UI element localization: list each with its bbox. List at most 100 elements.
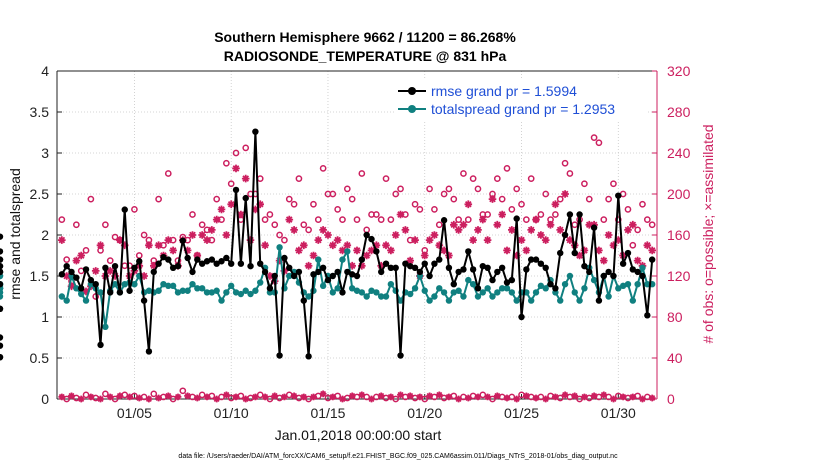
rmse-point — [160, 253, 167, 261]
rmse-point — [571, 249, 578, 257]
obs-assimilated-marker — [464, 200, 473, 209]
rmse-point — [0, 353, 4, 361]
obs-assimilated-marker — [508, 226, 516, 234]
rmse-point — [131, 264, 138, 271]
chart-title: Southern Hemisphere 9662 / 11200 = 86.26… — [214, 29, 516, 45]
rmse-point — [68, 268, 75, 276]
totalspread-point — [537, 282, 545, 290]
y2-tick-label: 280 — [667, 104, 691, 120]
rmse-point — [242, 194, 249, 202]
rmse-point — [165, 256, 172, 263]
obs-assimilated-marker — [266, 272, 274, 280]
rmse-point — [232, 186, 240, 194]
obs-possible-marker — [542, 190, 550, 198]
rmse-point — [557, 249, 564, 257]
obs-zero-marker — [358, 391, 366, 399]
rmse-point — [416, 268, 424, 276]
obs-zero-marker — [426, 392, 433, 400]
obs-zero-marker — [184, 392, 191, 400]
obs-zero-marker — [416, 393, 424, 401]
obs-possible-marker — [605, 195, 612, 203]
obs-assimilated-marker — [96, 241, 105, 250]
obs-assimilated-marker — [614, 236, 623, 244]
totalspread-point — [102, 323, 109, 331]
rmse-point — [590, 224, 598, 231]
obs-assimilated-marker — [329, 241, 337, 250]
totalspread-point — [440, 289, 448, 296]
totalspread-point — [73, 285, 80, 292]
obs-assimilated-marker — [358, 261, 366, 270]
obs-possible-marker — [493, 175, 501, 182]
rmse-point — [0, 256, 4, 263]
totalspread-point — [377, 293, 385, 300]
obs-assimilated-marker — [479, 215, 487, 224]
obs-possible-marker — [189, 211, 196, 218]
rmse-point — [527, 256, 535, 263]
obs-possible-marker — [271, 221, 279, 229]
obs-possible-marker — [213, 195, 221, 203]
rmse-point — [397, 352, 404, 359]
obs-zero-marker — [348, 392, 356, 400]
obs-assimilated-marker — [537, 231, 545, 239]
obs-possible-marker — [503, 165, 511, 172]
totalspread-point — [557, 297, 564, 304]
rmse-point — [194, 256, 201, 263]
totalspread-point — [450, 289, 457, 296]
totalspread-point — [624, 281, 632, 288]
obs-assimilated-marker — [91, 267, 100, 275]
obs-assimilated-marker — [193, 251, 202, 260]
obs-zero-marker — [518, 391, 525, 399]
rmse-point — [0, 342, 4, 349]
obs-zero-marker — [203, 393, 211, 401]
obs-assimilated-marker — [585, 220, 594, 229]
obs-zero-marker — [469, 392, 477, 400]
obs-possible-marker — [629, 241, 637, 249]
rmse-point — [315, 268, 322, 276]
totalspread-point — [319, 282, 327, 290]
rmse-point — [566, 211, 574, 218]
obs-possible-marker — [82, 247, 90, 254]
obs-possible-marker — [353, 216, 361, 223]
obs-zero-marker — [97, 395, 104, 403]
obs-assimilated-marker — [319, 226, 327, 234]
totalspread-point — [503, 285, 511, 292]
obs-zero-marker — [600, 391, 608, 399]
rmse-point — [116, 289, 124, 296]
obs-assimilated-marker — [483, 236, 492, 244]
obs-assimilated-marker — [362, 251, 371, 260]
obs-assimilated-marker — [633, 256, 642, 265]
obs-possible-marker — [232, 149, 240, 157]
obs-zero-marker — [450, 392, 458, 400]
obs-possible-marker — [566, 170, 574, 177]
rmse-point — [547, 281, 554, 288]
obs-assimilated-marker — [580, 246, 589, 255]
obs-zero-marker — [552, 393, 559, 401]
rmse-point — [600, 272, 607, 280]
obs-possible-marker — [595, 139, 603, 147]
obs-zero-marker — [135, 394, 143, 402]
obs-assimilated-marker — [391, 231, 400, 239]
legend-spread-marker — [408, 105, 416, 113]
obs-assimilated-marker — [290, 226, 298, 234]
y2-tick-label: 0 — [667, 391, 675, 407]
obs-possible-marker — [527, 175, 535, 182]
totalspread-point — [382, 293, 390, 300]
obs-zero-marker — [300, 393, 308, 401]
y2-tick-label: 160 — [667, 227, 691, 243]
y-tick-label: 0 — [41, 391, 49, 407]
obs-possible-marker — [198, 221, 206, 229]
obs-assimilated-marker — [546, 220, 555, 229]
obs-assimilated-marker — [145, 241, 153, 250]
rmse-point — [334, 268, 341, 276]
totalspread-point — [590, 276, 598, 284]
obs-possible-marker — [295, 175, 303, 182]
totalspread-point — [397, 297, 404, 304]
rmse-point — [407, 262, 414, 270]
obs-assimilated-marker — [396, 210, 405, 219]
totalspread-point — [513, 297, 520, 304]
totalspread-point — [571, 289, 578, 296]
plot-area: 01/05 01/10 01/15 01/20 01/25 01/30 0 0.5 1 1.5 2 2… — [0, 63, 691, 421]
obs-possible-marker — [319, 165, 327, 172]
obs-zero-marker — [382, 394, 390, 402]
obs-assimilated-marker — [551, 200, 560, 209]
